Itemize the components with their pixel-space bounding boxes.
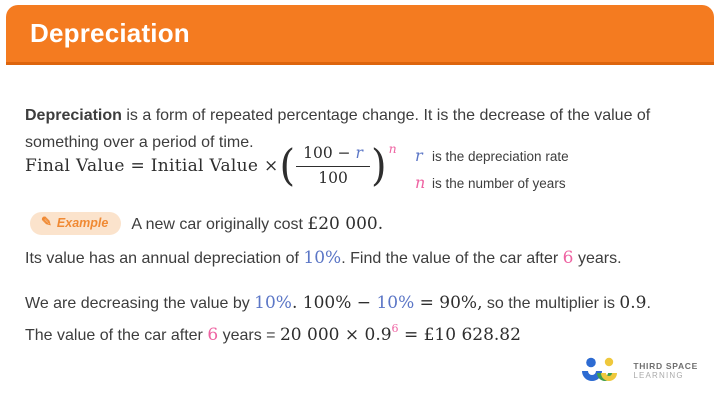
example-line2: Its value has an annual depreciation of … — [25, 248, 622, 268]
logo-mark-icon — [582, 357, 618, 381]
variable-r: r — [355, 144, 363, 163]
final-value: = £10 628.82 — [398, 325, 521, 345]
intro-text: is a form of repeated percentage change.… — [25, 107, 651, 151]
years-value: 6 — [562, 248, 574, 268]
example-badge-label: Example — [56, 216, 109, 230]
logo-name-line1: THIRD SPACE — [633, 361, 698, 371]
page-title: Depreciation — [30, 18, 190, 48]
multiplier-value: 0.9 — [619, 293, 647, 313]
note-n: n is the number of years — [415, 173, 569, 192]
open-paren: ( — [279, 141, 296, 191]
intro-paragraph: Depreciation is a form of repeated perce… — [25, 102, 680, 156]
solution-line1: We are decreasing the value by 10%. 100%… — [25, 293, 651, 313]
pencil-icon: ✎ — [41, 214, 52, 229]
solution-line2: The value of the car after 6 years = 20 … — [25, 322, 521, 345]
solution1-rate-1: 10% — [254, 293, 292, 313]
depreciation-formula: Final Value = Initial Value × ( 100 − r … — [25, 139, 397, 193]
example-line2-text-a: Its value has an annual depreciation of — [25, 250, 304, 267]
close-paren: ) — [370, 141, 387, 191]
example-line1-text: A new car originally cost — [131, 215, 308, 233]
fraction-numerator: 100 − r — [296, 144, 370, 167]
note-n-text: is the number of years — [432, 176, 566, 191]
example-line2-text-b: . Find the value of the car after — [341, 250, 563, 267]
solution1-math-a: . 100% − — [291, 293, 377, 313]
example-row: ✎ Example A new car originally cost £20 … — [30, 212, 383, 235]
variable-notes: r is the depreciation rate n is the numb… — [415, 146, 569, 200]
intro-keyword: Depreciation — [25, 107, 122, 124]
solution1-rate-2: 10% — [376, 293, 415, 313]
numerator-prefix: 100 − — [303, 144, 356, 163]
logo-text: THIRD SPACE LEARNING — [633, 361, 698, 381]
note-r: r is the depreciation rate — [415, 146, 569, 165]
example-line1-period: . — [377, 213, 384, 234]
solution1-text-a: We are decreasing the value by — [25, 295, 255, 312]
example-line1: A new car originally cost £20 000. — [131, 214, 383, 234]
example-cost-value: £20 000 — [307, 213, 378, 234]
note-r-text: is the depreciation rate — [432, 149, 569, 164]
fraction-denominator: 100 — [318, 168, 348, 187]
example-line2-text-c: years. — [573, 250, 622, 267]
solution2-years: 6 — [207, 325, 219, 345]
solution2-exponent: 6 — [391, 322, 399, 335]
solution2-text-b: years = — [218, 327, 280, 344]
solution2-text-a: The value of the car after — [25, 327, 208, 344]
depreciation-rate-value: 10% — [303, 248, 342, 268]
example-badge: ✎ Example — [30, 212, 122, 235]
formula-fraction: 100 − r 100 — [296, 144, 370, 188]
formula-lhs: Final Value = Initial Value × — [25, 156, 279, 176]
note-n-variable: n — [415, 173, 426, 192]
solution1-period: . — [646, 295, 651, 312]
note-r-variable: r — [415, 146, 423, 165]
exponent-n: n — [388, 141, 397, 156]
solution2-calculation: 20 000 × 0.9 — [279, 325, 392, 345]
solution1-math-b: = 90%, — [414, 293, 483, 313]
third-space-learning-logo: THIRD SPACE LEARNING — [582, 357, 698, 385]
solution1-text-b: so the multiplier is — [482, 295, 620, 312]
page-header: Depreciation — [6, 5, 714, 65]
logo-name-line2: LEARNING — [633, 371, 684, 380]
